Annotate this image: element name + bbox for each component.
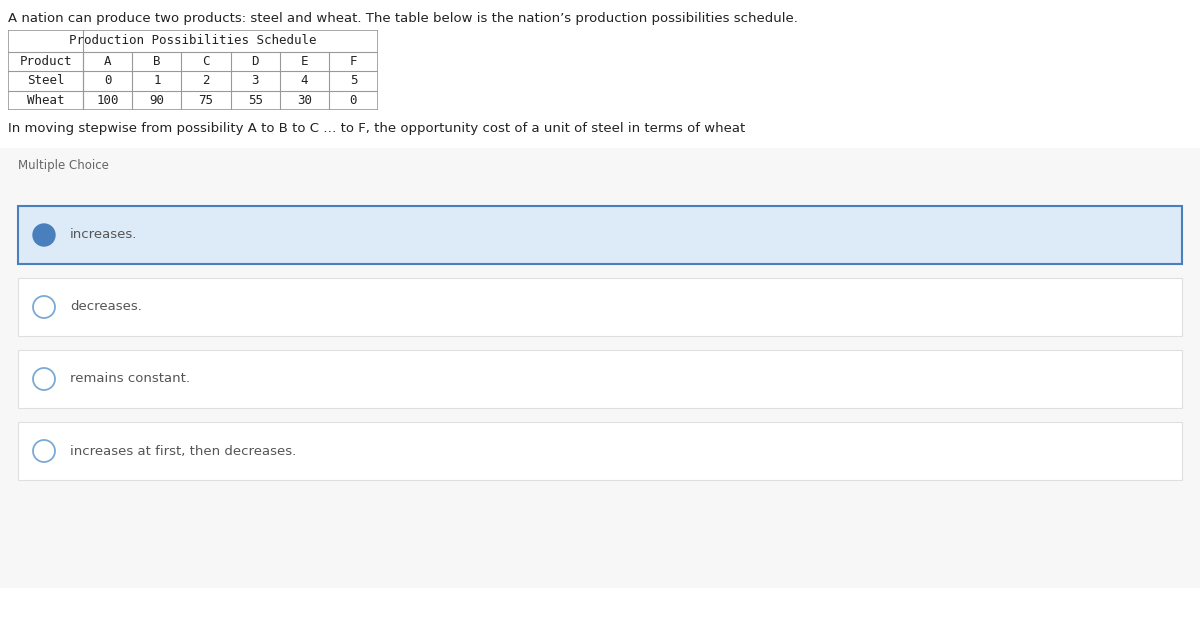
- Text: increases.: increases.: [70, 229, 137, 242]
- Text: Wheat: Wheat: [26, 94, 65, 107]
- Text: increases at first, then decreases.: increases at first, then decreases.: [70, 444, 296, 457]
- Text: 2: 2: [203, 74, 210, 87]
- Text: 0: 0: [349, 94, 358, 107]
- Text: 90: 90: [150, 94, 164, 107]
- Text: 55: 55: [247, 94, 263, 107]
- Text: 0: 0: [104, 74, 112, 87]
- Text: Production Possibilities Schedule: Production Possibilities Schedule: [70, 34, 317, 47]
- Text: Product: Product: [19, 55, 72, 68]
- Text: A: A: [104, 55, 112, 68]
- FancyBboxPatch shape: [18, 206, 1182, 264]
- Text: 4: 4: [300, 74, 308, 87]
- FancyBboxPatch shape: [18, 278, 1182, 336]
- Text: 3: 3: [252, 74, 259, 87]
- Text: D: D: [252, 55, 259, 68]
- Text: E: E: [300, 55, 308, 68]
- FancyBboxPatch shape: [0, 148, 1200, 588]
- Text: A nation can produce two products: steel and wheat. The table below is the natio: A nation can produce two products: steel…: [8, 12, 798, 25]
- Text: F: F: [349, 55, 358, 68]
- Text: 30: 30: [296, 94, 312, 107]
- Text: remains constant.: remains constant.: [70, 373, 190, 386]
- Text: Multiple Choice: Multiple Choice: [18, 159, 109, 173]
- Text: In moving stepwise from possibility A to B to C … to F, the opportunity cost of : In moving stepwise from possibility A to…: [8, 122, 745, 135]
- Text: C: C: [203, 55, 210, 68]
- Text: decreases.: decreases.: [70, 300, 142, 313]
- Text: Steel: Steel: [26, 74, 65, 87]
- Text: 75: 75: [198, 94, 214, 107]
- Text: 100: 100: [96, 94, 119, 107]
- Text: 1: 1: [154, 74, 161, 87]
- FancyBboxPatch shape: [8, 30, 378, 110]
- FancyBboxPatch shape: [18, 350, 1182, 408]
- FancyBboxPatch shape: [18, 422, 1182, 480]
- Circle shape: [34, 224, 55, 246]
- Text: B: B: [154, 55, 161, 68]
- Text: 5: 5: [349, 74, 358, 87]
